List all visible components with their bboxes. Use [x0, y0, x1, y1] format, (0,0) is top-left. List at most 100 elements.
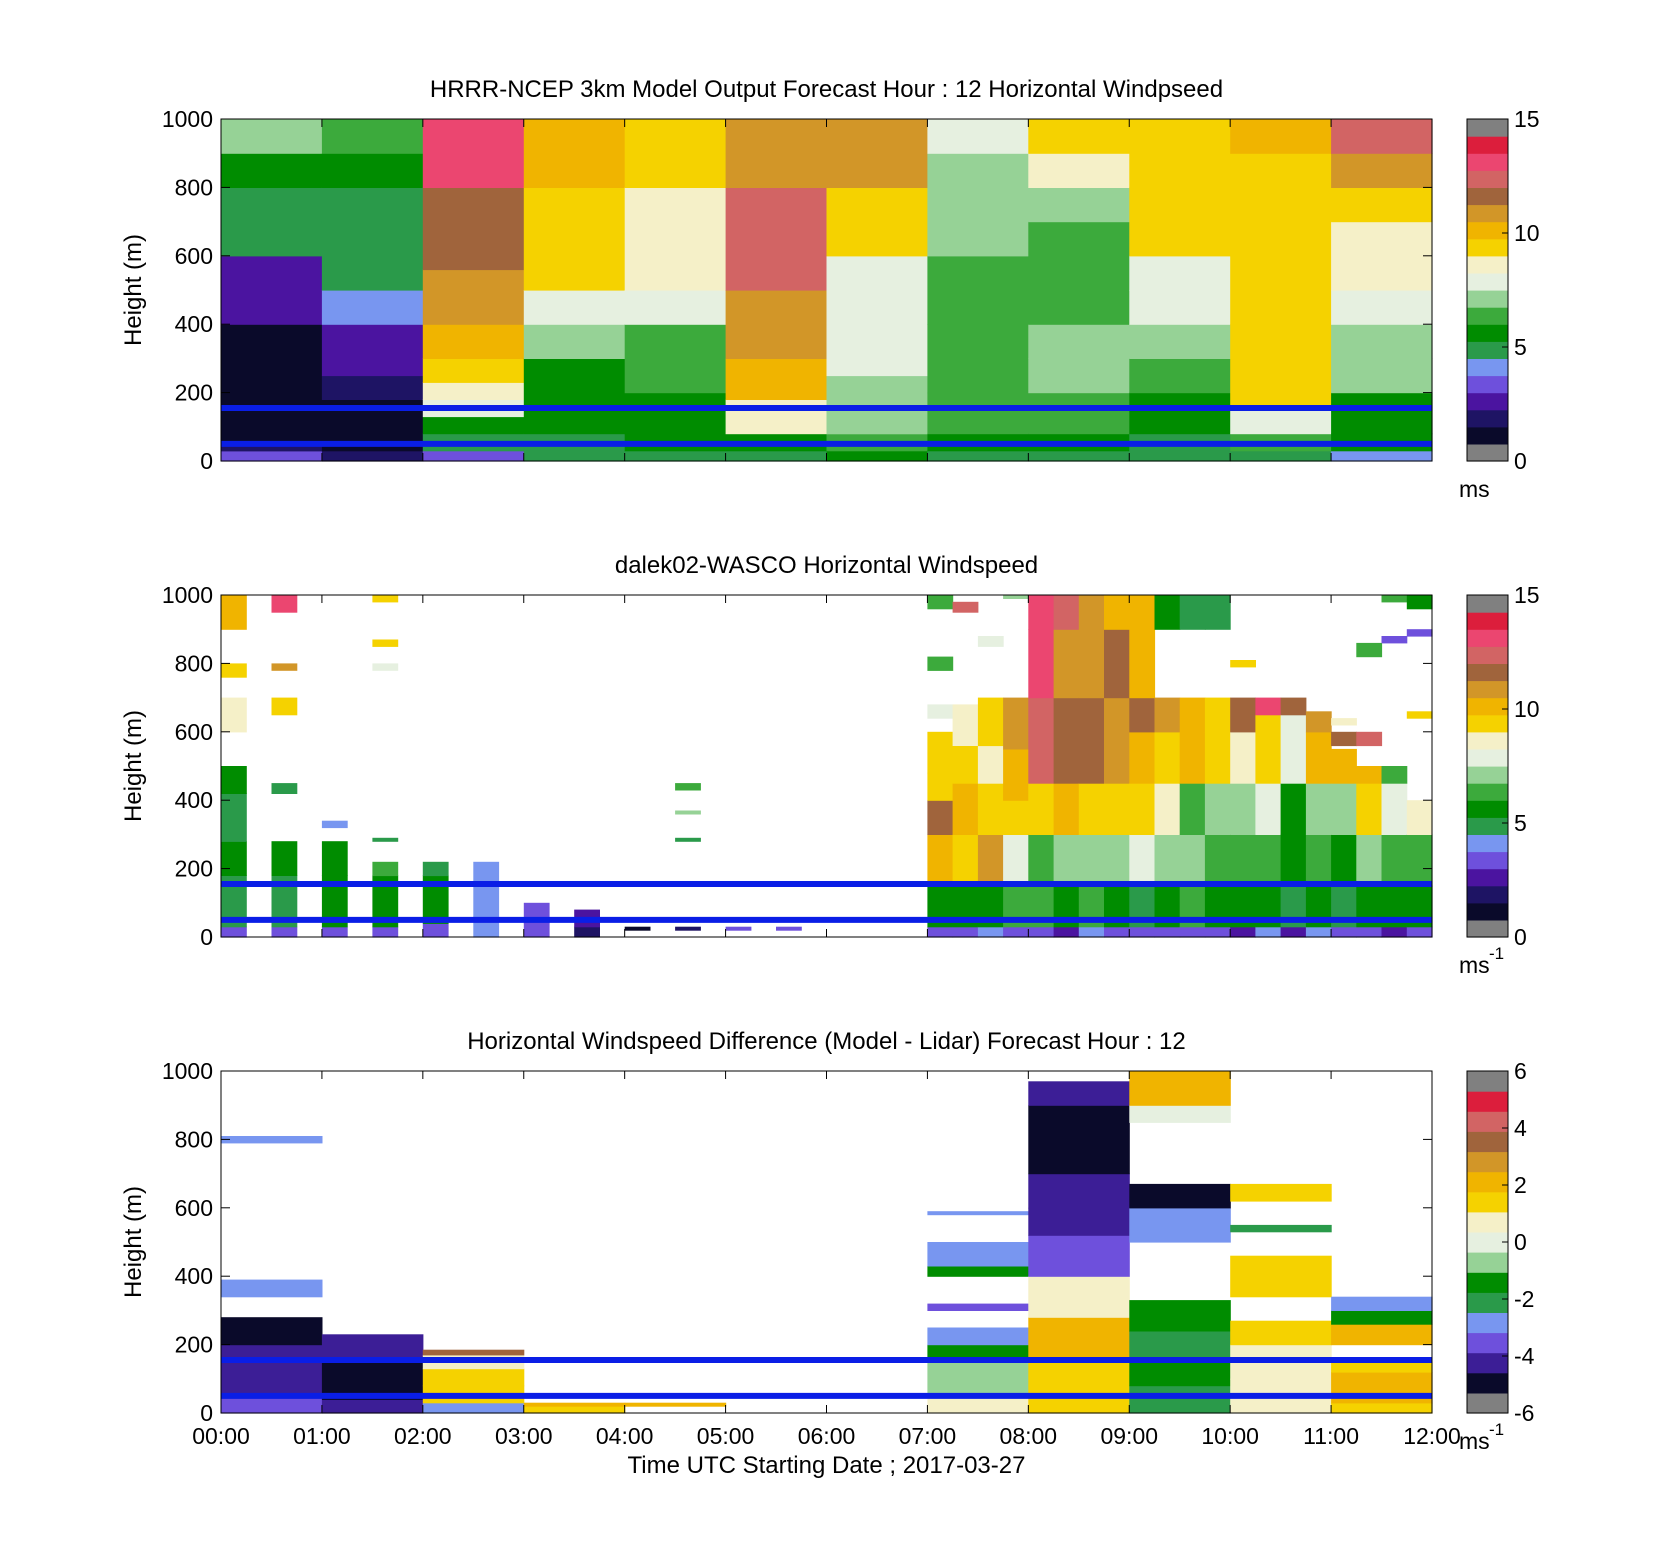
heatmap-cell — [1003, 748, 1029, 801]
colorbar-segment — [1467, 783, 1508, 801]
heatmap-cell — [321, 255, 424, 291]
heatmap-cell — [1230, 450, 1332, 462]
colorbar-segment — [1467, 919, 1508, 938]
heatmap-cell — [271, 663, 298, 671]
heatmap-cell — [1028, 358, 1130, 394]
colorbar-segment — [1467, 902, 1508, 921]
heatmap-cell — [523, 324, 626, 359]
heatmap-cell — [1331, 834, 1357, 887]
heatmap-cell — [422, 1402, 525, 1414]
heatmap-cell — [1129, 1207, 1231, 1243]
colorbar-segment — [1467, 1352, 1508, 1374]
heatmap-cell — [977, 926, 1004, 938]
colorbar-segment — [1467, 1131, 1508, 1153]
x-tick-label: 08:00 — [1000, 1423, 1058, 1449]
colorbar-segment — [1467, 341, 1508, 359]
y-tick-label: 1000 — [162, 582, 213, 608]
heatmap-cell — [321, 324, 424, 377]
heatmap-cell — [1230, 187, 1332, 257]
heatmap-cell — [422, 450, 525, 462]
colorbar-segment — [1467, 187, 1508, 206]
colorbar-segment — [1467, 1231, 1508, 1253]
lidar-windspeed-panel: 0 200 400 600 800 1000 dalek02-WASCO Horizonta… — [120, 552, 1540, 978]
heatmap-cell — [1230, 731, 1256, 784]
heatmap-cell — [927, 926, 954, 938]
heatmap-cell — [1028, 450, 1130, 462]
colorbar-tick-label: -6 — [1514, 1400, 1534, 1426]
heatmap-cell — [1305, 731, 1332, 784]
heatmap-cell — [826, 119, 928, 188]
colorbar-segment — [1467, 1171, 1508, 1193]
colorbar-segment — [1467, 392, 1508, 411]
heatmap-cell — [1053, 629, 1080, 699]
heatmap-cell — [1129, 119, 1231, 188]
heatmap-cell — [1331, 1324, 1433, 1346]
heatmap-cell — [1381, 595, 1408, 603]
heatmap-cell — [1204, 926, 1231, 938]
heatmap-cell — [1053, 783, 1080, 835]
colorbar-unit: ms — [1459, 1428, 1490, 1454]
heatmap-cell — [1255, 834, 1282, 887]
heatmap-cell — [1230, 783, 1256, 835]
heatmap-cell — [826, 187, 928, 257]
heatmap-cell — [523, 923, 550, 938]
colorbar-unit: ms — [1459, 952, 1490, 978]
heatmap-cell — [927, 704, 954, 719]
heatmap-cell — [321, 221, 424, 257]
colorbar-segment — [1467, 221, 1508, 240]
x-tick-label: 01:00 — [293, 1423, 351, 1449]
heatmap-cell — [1356, 766, 1383, 784]
heatmap-cell — [1381, 636, 1408, 644]
heatmap-cell — [523, 358, 626, 411]
heatmap-cell — [473, 885, 500, 918]
heatmap-cell — [1154, 731, 1181, 784]
heatmap-cell — [574, 926, 600, 938]
x-tick-label: 11:00 — [1303, 1423, 1359, 1449]
colorbar-tick-label: 0 — [1514, 924, 1527, 950]
heatmap-cell — [1280, 783, 1307, 835]
heatmap-cell — [321, 1399, 424, 1414]
heatmap-cell — [1104, 834, 1130, 887]
heatmap-cell — [1381, 926, 1408, 938]
colorbar-tick-label: 15 — [1514, 582, 1540, 608]
heatmap-cell — [952, 704, 979, 746]
colorbar-segment — [1467, 1312, 1508, 1334]
heatmap-cell — [1129, 731, 1156, 784]
colorbar-segment — [1467, 255, 1508, 274]
heatmap-cell — [321, 926, 348, 938]
y-tick-label: 1000 — [162, 1058, 213, 1084]
heatmap-cell — [725, 399, 828, 435]
heatmap-cell — [372, 663, 399, 671]
heatmap-cell — [1331, 731, 1357, 747]
heatmap-cell — [1028, 1361, 1130, 1387]
heatmap-cell — [1129, 290, 1231, 325]
y-tick-label: 1000 — [162, 106, 213, 132]
heatmap-cell — [624, 392, 727, 435]
heatmap-cell — [624, 324, 727, 394]
heatmap-cell — [1356, 731, 1383, 747]
colorbar-segment — [1467, 170, 1508, 188]
colorbar-tick-label: 10 — [1514, 696, 1540, 722]
heatmap-cell — [952, 601, 979, 613]
heatmap-cell — [1028, 1235, 1130, 1277]
heatmap-cell — [675, 810, 701, 815]
heatmap-cell — [221, 1289, 323, 1298]
colorbar-segment — [1467, 885, 1508, 904]
heatmap-cell — [952, 783, 979, 835]
heatmap-cell — [1381, 834, 1408, 887]
heatmap-cell — [1154, 595, 1181, 630]
heatmap-cell — [675, 837, 701, 842]
heatmap-cell — [624, 1402, 727, 1407]
heatmap-cell — [1028, 1276, 1130, 1318]
colorbar-segment — [1467, 1211, 1508, 1233]
colorbar-segment — [1467, 800, 1508, 818]
colorbar-tick-label: 0 — [1514, 1229, 1527, 1255]
heatmap-cell — [1053, 926, 1080, 938]
heatmap-cell — [952, 834, 979, 887]
heatmap-cell — [1078, 595, 1105, 630]
colorbar-segment — [1467, 324, 1508, 342]
heatmap-cell — [1129, 783, 1156, 835]
heatmap-cell — [422, 416, 525, 435]
y-axis-label: Height (m) — [120, 234, 147, 346]
heatmap-cell — [1028, 629, 1055, 699]
